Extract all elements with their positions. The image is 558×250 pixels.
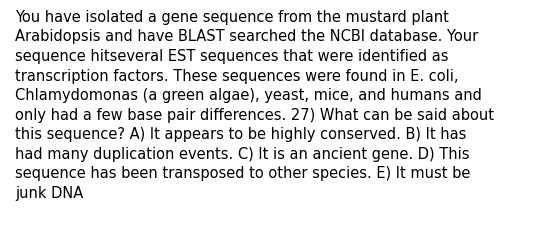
Text: You have isolated a gene sequence from the mustard plant
Arabidopsis and have BL: You have isolated a gene sequence from t… [16, 10, 494, 200]
